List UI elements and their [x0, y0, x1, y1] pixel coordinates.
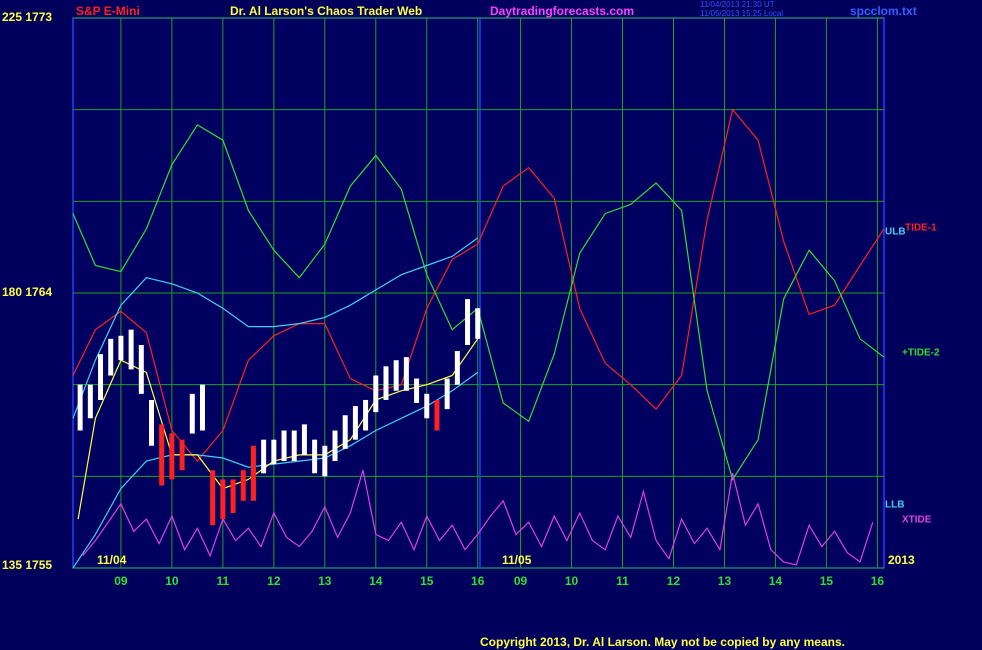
- x-tick-label: 10: [565, 574, 579, 588]
- timestamp: 11/04/2013 21:30 UT: [700, 0, 775, 9]
- y-tick-label: 225 1773: [2, 10, 52, 24]
- x-tick-label: 09: [114, 574, 128, 588]
- chart-title: Dr. Al Larson's Chaos Trader Web: [230, 4, 422, 18]
- x-tick-label: 12: [267, 574, 281, 588]
- series-line: [72, 237, 479, 419]
- x-tick-label: 09: [514, 574, 528, 588]
- legend-label: +TIDE-2: [902, 348, 940, 359]
- legend-label: XTIDE: [902, 515, 932, 526]
- legend-label: LLB: [885, 500, 904, 511]
- timestamp: 11/05/2013 15:25 Local: [700, 9, 783, 18]
- website: Daytradingforecasts.com: [490, 4, 634, 18]
- x-tick-label: 10: [165, 574, 179, 588]
- x-tick-label: 15: [820, 574, 834, 588]
- x-tick-label: 16: [871, 574, 885, 588]
- legend-label: ULB: [885, 227, 906, 238]
- x-tick-label: 11: [616, 574, 629, 588]
- copyright: Copyright 2013, Dr. Al Larson. May not b…: [480, 635, 845, 649]
- y-tick-label: 180 1764: [2, 285, 52, 299]
- x-tick-label: 13: [718, 574, 732, 588]
- instrument: S&P E-Mini: [76, 4, 140, 18]
- x-tick-label: 16: [471, 574, 485, 588]
- x-tick-label: 11: [217, 574, 230, 588]
- x-tick-label: 14: [769, 574, 783, 588]
- date-label: 11/05: [502, 553, 532, 567]
- series-line: [82, 470, 874, 566]
- file-name: spcclom.txt: [850, 4, 917, 18]
- date-label: 11/04: [97, 553, 127, 567]
- date-label: 2013: [888, 553, 915, 567]
- x-tick-label: 12: [667, 574, 681, 588]
- legend-label: TIDE-1: [905, 223, 937, 234]
- x-tick-label: 14: [369, 574, 383, 588]
- series-line: [72, 108, 885, 463]
- y-tick-label: 135 1755: [2, 558, 52, 572]
- x-tick-label: 15: [420, 574, 434, 588]
- x-tick-label: 13: [318, 574, 332, 588]
